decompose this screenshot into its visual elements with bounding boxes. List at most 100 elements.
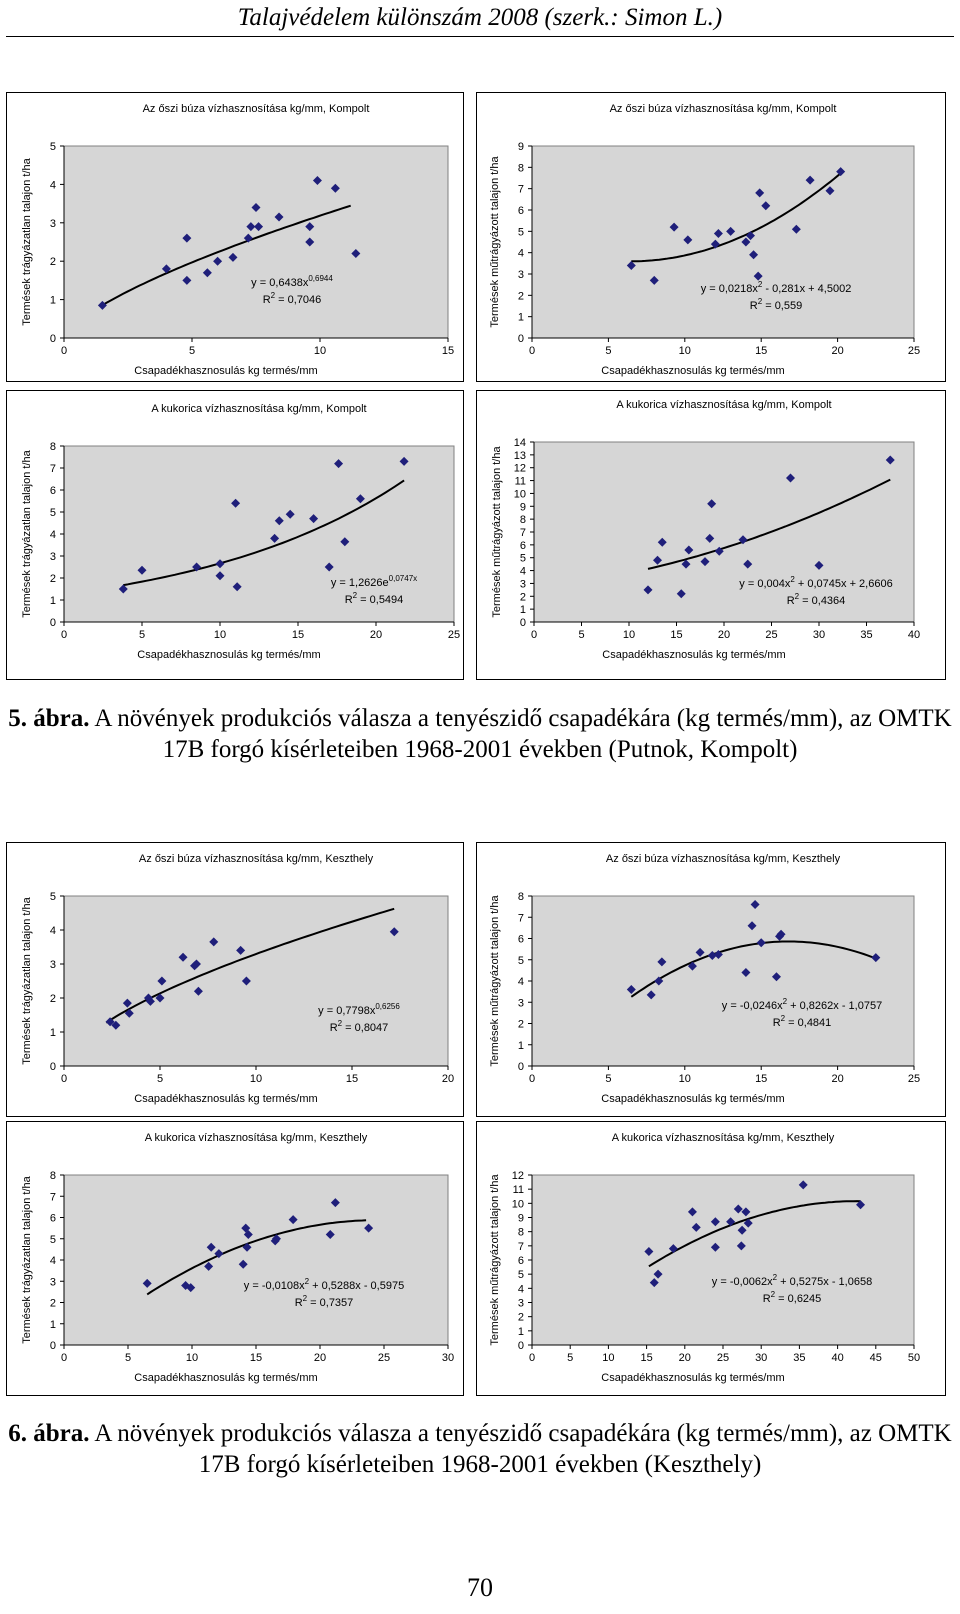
x-tick-label: 25 [908,1073,920,1085]
data-point [142,1278,152,1288]
data-point [644,1247,654,1256]
y-tick-label: 0 [518,1061,524,1073]
data-point [786,473,795,483]
y-tick-label: 11 [515,476,526,488]
data-point [155,993,165,1003]
y-tick-label: 9 [518,141,524,153]
data-point [885,455,895,465]
y-axis-label: Termések trágyázatlan talajon t/ha [21,1175,33,1343]
data-point [798,1180,808,1190]
x-tick-label: 20 [314,1352,326,1364]
plot-area [63,1174,449,1346]
x-tick-label: 10 [314,345,326,357]
trend-line [146,1219,367,1296]
r-squared: R2 = 0,4364 [787,592,846,607]
y-tick-label: 11 [513,1184,524,1196]
y-tick-label: 7 [518,1241,524,1253]
x-tick-label: 5 [157,1073,163,1085]
y-tick-label: 6 [50,485,56,497]
data-point [743,1218,753,1228]
y-axis-label: Termések műtrágyázott talajon t/ha [489,895,501,1067]
y-tick-label: 0 [50,617,56,629]
y-tick-label: 2 [520,591,526,603]
plot-area [63,445,455,623]
y-tick-label: 6 [518,1255,524,1267]
y-tick-label: 4 [520,566,526,578]
data-point [242,1242,252,1252]
data-point [355,494,365,504]
x-tick-label: 10 [250,1073,262,1085]
data-point [755,188,765,198]
trend-equation: y = 1,2626e0,0747x [331,574,417,589]
data-point [330,183,340,193]
chart-svg: A kukorica vízhasznosítása kg/mm, Kompol… [476,390,946,680]
data-point [710,1217,720,1227]
chart-svg: A kukorica vízhasznosítása kg/mm, Keszth… [476,1121,946,1396]
data-point [657,537,667,547]
x-tick-label: 30 [755,1352,767,1364]
data-point [246,222,256,232]
y-tick-label: 5 [50,507,56,519]
y-tick-label: 1 [50,295,56,307]
y-axis-label: Termések trágyázatlan talajon t/ha [21,449,33,617]
page-number: 70 [467,1573,493,1602]
data-point [653,555,662,565]
chart-svg: Az őszi búza vízhasznosítása kg/mm, Kesz… [6,842,464,1117]
trend-equation: y = 0,004x2 + 0,0745x + 2,6606 [739,575,892,590]
x-tick-label: 5 [578,629,584,641]
y-tick-label: 3 [50,959,56,971]
plot-area [531,895,915,1067]
data-point [710,1242,720,1252]
data-point [776,929,786,939]
r-squared: R2 = 0,8047 [330,1019,389,1034]
data-point [726,1217,736,1227]
y-tick-label: 14 [514,437,526,449]
y-tick-label: 2 [518,1019,524,1031]
y-axis-label: Termések műtrágyázott talajon t/ha [489,156,501,328]
y-tick-label: 5 [520,553,526,565]
x-tick-label: 20 [831,1073,843,1085]
y-tick-label: 1 [518,1326,524,1338]
y-tick-label: 6 [518,205,524,217]
data-point [271,1234,281,1244]
chart-title: A kukorica vízhasznosítása kg/mm, Kompol… [151,403,366,415]
x-tick-label: 30 [813,629,825,641]
y-tick-label: 5 [50,141,56,153]
y-tick-label: 7 [520,527,526,539]
trend-line [630,940,877,998]
y-tick-label: 2 [518,290,524,302]
x-tick-label: 5 [605,1073,611,1085]
y-tick-label: 4 [518,1283,524,1295]
x-tick-label: 35 [793,1352,805,1364]
r-squared: R2 = 0,4841 [773,1014,832,1029]
chart-title: A kukorica vízhasznosítása kg/mm, Kompol… [616,399,831,411]
x-tick-label: 10 [214,629,226,641]
y-tick-label: 2 [50,573,56,585]
data-point [193,986,203,996]
x-tick-label: 25 [717,1352,729,1364]
trend-line [647,478,891,570]
figure6-label: 6. ábra. [8,1420,90,1447]
data-point [241,976,251,986]
data-point [695,947,705,957]
data-point [228,252,238,262]
chart-title: Az őszi búza vízhasznosítása kg/mm, Kesz… [606,853,841,865]
plot-area [533,441,915,623]
chart-svg: A kukorica vízhasznosítása kg/mm, Keszth… [6,1121,464,1396]
data-point [746,231,756,241]
chart-maize-keszthely-unfertilized: A kukorica vízhasznosítása kg/mm, Keszth… [6,1121,464,1396]
y-tick-label: 5 [50,1234,56,1246]
y-tick-label: 0 [518,333,524,345]
data-point [805,175,815,185]
y-tick-label: 8 [520,514,526,526]
data-point [750,900,760,909]
data-point [654,976,664,986]
data-point [749,250,759,260]
x-tick-label: 25 [908,345,920,357]
x-axis-label: Csapadékhasznosulás kg termés/mm [134,365,317,377]
data-point [771,972,781,982]
data-point [726,226,736,236]
data-point [683,235,693,245]
y-axis-label: Termések trágyázatlan talajon t/ha [21,157,33,325]
data-point [389,927,399,937]
